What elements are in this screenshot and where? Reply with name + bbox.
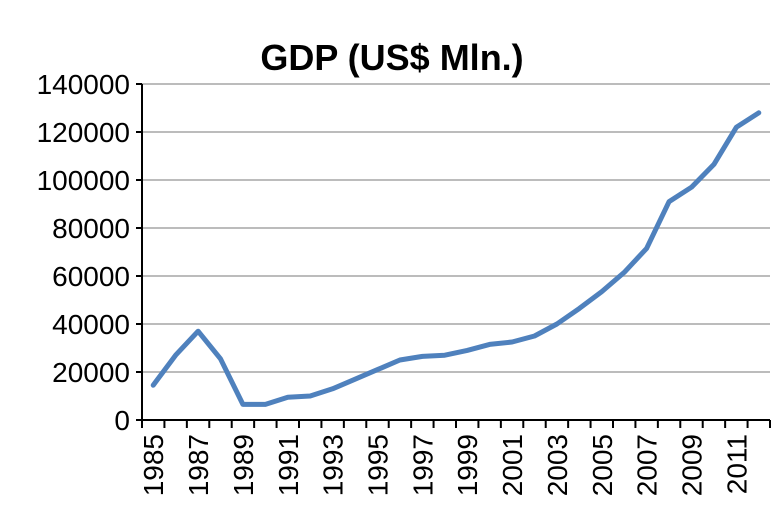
- y-axis-ticks: 0 20000 40000 60000 80000 100000 120000 140000: [37, 69, 130, 436]
- x-tick-label: 2005: [587, 434, 618, 496]
- y-tick-label: 0: [114, 405, 130, 436]
- x-tick-label: 2001: [497, 434, 528, 496]
- x-tick-label: 1985: [138, 434, 169, 496]
- series-line-0: [150, 110, 762, 407]
- y-tick-label: 40000: [52, 309, 130, 340]
- x-tick-label: 2009: [677, 434, 708, 496]
- x-tick-label: 2007: [632, 434, 663, 496]
- gridlines: [142, 83, 770, 373]
- x-axis-ticks: 1985 1987 1989 1991 1993 1995 1997 1999 2001 2003…: [138, 434, 752, 496]
- x-tick-label: 1989: [228, 434, 259, 496]
- x-tick-label: 2003: [542, 434, 573, 496]
- y-tick-label: 60000: [52, 261, 130, 292]
- y-tick-label: 140000: [37, 69, 130, 100]
- x-tick-label: 1997: [407, 434, 438, 496]
- x-tick-label: 1987: [183, 434, 214, 496]
- series: [150, 110, 762, 407]
- axes: [136, 83, 771, 428]
- x-tick-label: 2011: [721, 434, 752, 494]
- y-tick-label: 100000: [37, 165, 130, 196]
- chart-title: GDP (US$ Mln.): [260, 37, 523, 78]
- x-tick-label: 1993: [318, 434, 349, 496]
- x-tick-label: 1999: [452, 434, 483, 496]
- y-tick-label: 80000: [52, 213, 130, 244]
- y-tick-label: 120000: [37, 117, 130, 148]
- x-tick-label: 1991: [273, 434, 304, 496]
- y-tick-label: 20000: [52, 357, 130, 388]
- x-tick-label: 1995: [363, 434, 394, 496]
